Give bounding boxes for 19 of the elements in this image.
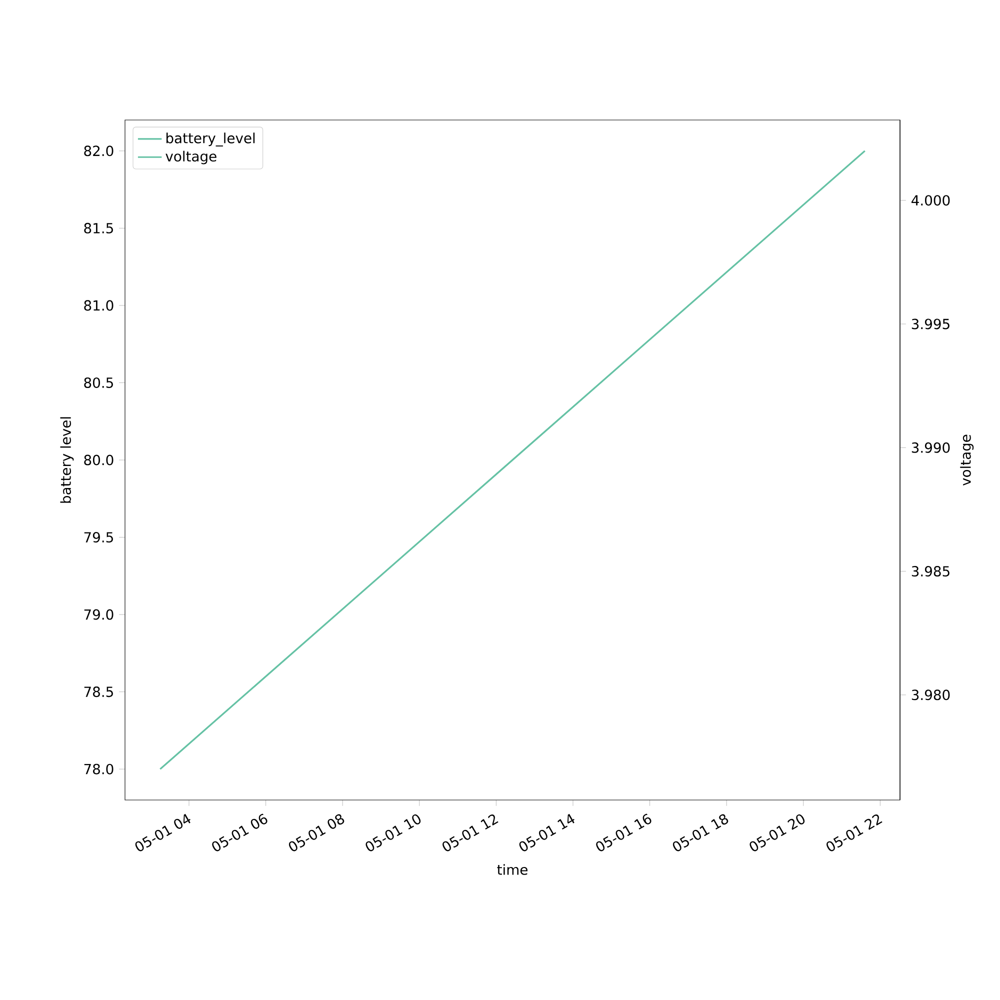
x-axis-title: time [497,864,528,875]
legend-label: voltage [166,150,216,164]
y2-axis-title: voltage [960,434,974,486]
y-tick-label: 81.5 [84,222,113,234]
y-tick-label: 78.0 [84,764,114,774]
y-tick-label: 80.0 [84,454,114,466]
y-tick-label: 80.5 [84,377,113,388]
y2-tick-label: 3.990 [912,442,950,453]
legend-label: battery_level [166,132,255,146]
y-tick-label: 78.5 [84,686,113,698]
y-tick-label: 82.0 [84,146,114,156]
y-tick-label: 79.0 [84,609,114,620]
y2-tick-label: 3.995 [912,318,950,330]
y2-tick-label: 4.000 [912,195,950,206]
y-tick-label: 79.5 [84,532,113,543]
y2-tick-label: 3.985 [912,566,950,577]
y-axis-title: battery level [60,417,74,503]
y-tick-label: 81.0 [84,300,114,311]
y2-tick-label: 3.980 [912,690,950,700]
